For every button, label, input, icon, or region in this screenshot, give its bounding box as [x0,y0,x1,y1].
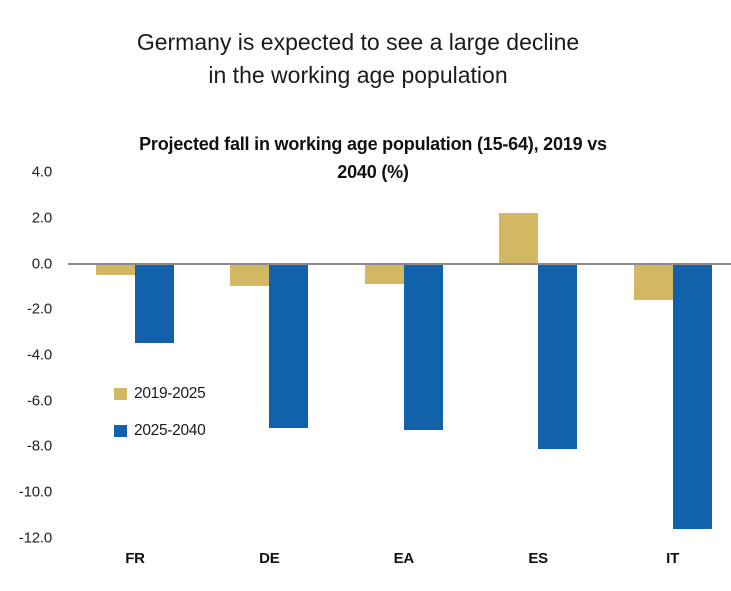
legend-item-2019-2025: 2019-2025 [114,385,206,402]
bar-2025-2040-FR [135,263,174,344]
y-tick-label: 2.0 [31,209,52,227]
bar-2019-2025-DE [230,263,270,287]
y-tick-label: -10.0 [18,483,52,501]
y-tick-label: -8.0 [26,437,52,455]
bar-2019-2025-EA [364,263,404,285]
chart-title-line1: Projected fall in working age population… [139,134,607,154]
y-tick-label: 0.0 [31,255,52,272]
x-label-ES: ES [528,550,548,567]
x-label-DE: DE [259,550,280,567]
legend-label: 2025-2040 [134,422,206,439]
chart-title: Projected fall in working age population… [63,130,683,186]
legend-label: 2019-2025 [134,385,206,402]
figure-heading-line1: Germany is expected to see a large decli… [136,29,580,55]
y-tick-label: -4.0 [26,346,52,364]
legend-swatch-icon [114,388,127,400]
bar-2025-2040-ES [538,263,578,449]
chart-title-line2: 2040 (%) [337,162,409,182]
bar-2019-2025-ES [499,213,539,264]
x-label-FR: FR [125,550,145,567]
bar-2019-2025-FR [96,263,135,275]
legend: 2019-2025 2025-2040 [114,385,206,460]
bar-2025-2040-DE [269,263,309,429]
y-tick-label: -2.0 [26,300,52,318]
y-tick-label: 4.0 [31,163,52,181]
y-tick-label: -6.0 [26,392,52,410]
legend-swatch-icon [114,425,127,437]
bar-2019-2025-IT [633,263,673,301]
figure-heading: Germany is expected to see a large decli… [0,26,716,92]
zero-axis-line [68,262,731,265]
x-label-EA: EA [393,550,415,567]
x-label-IT: IT [666,550,680,567]
bar-2025-2040-EA [403,263,443,431]
figure-heading-line2: in the working age population [208,62,508,88]
y-tick-label: -12.0 [18,529,52,547]
legend-item-2025-2040: 2025-2040 [114,422,206,439]
bar-2025-2040-IT [672,263,712,529]
